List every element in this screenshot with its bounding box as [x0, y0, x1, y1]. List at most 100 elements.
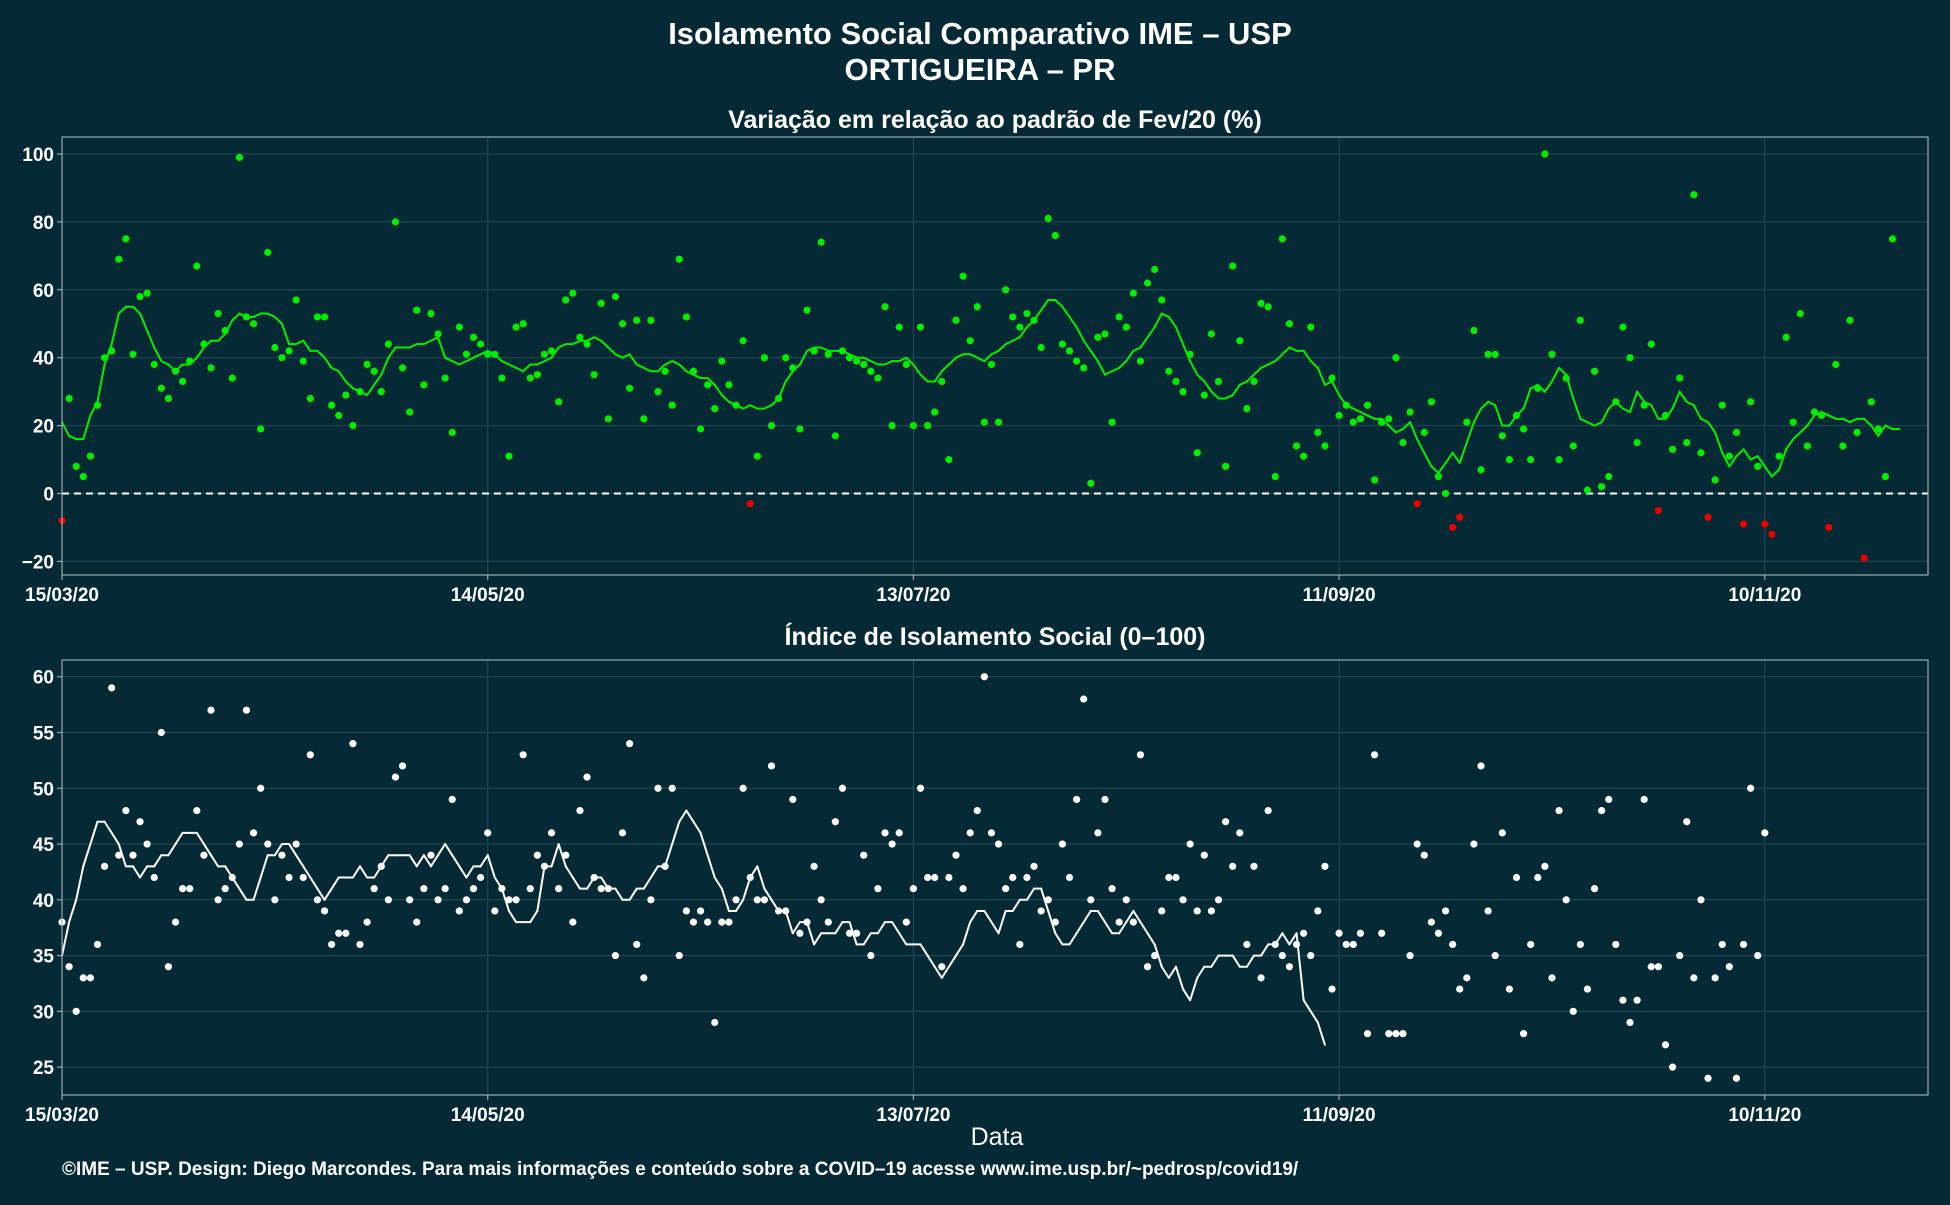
data-point [874, 374, 882, 382]
moving-average-segment [642, 366, 652, 373]
data-point [1853, 428, 1861, 436]
data-point [1598, 806, 1606, 815]
data-point [675, 951, 683, 960]
moving-average-segment [366, 383, 376, 397]
data-point [1434, 929, 1443, 937]
moving-average-segment [997, 909, 1007, 935]
data-point [1094, 333, 1102, 341]
data-point [1583, 985, 1592, 993]
data-point [555, 885, 563, 893]
moving-average-segment [798, 349, 808, 366]
data-point [164, 963, 173, 971]
moving-average-segment [167, 843, 177, 857]
data-point [1328, 985, 1336, 993]
moving-average-segment [557, 343, 567, 349]
data-point [1725, 963, 1733, 971]
data-point [136, 818, 144, 826]
data-point [1030, 862, 1038, 870]
data-point [1080, 364, 1088, 372]
data-point [732, 401, 740, 409]
moving-average-segment [351, 865, 361, 879]
moving-average-segment [1182, 343, 1192, 363]
moving-average-segment [472, 353, 482, 359]
data-point [1420, 851, 1428, 859]
data-point [753, 896, 761, 904]
data-point [1626, 1018, 1634, 1027]
moving-average-segment [628, 353, 638, 366]
data-point [349, 422, 357, 430]
data-point [1314, 428, 1322, 436]
moving-average-segment [571, 876, 581, 890]
data-point [1108, 885, 1116, 893]
data-point [1697, 449, 1705, 457]
moving-average-segment [692, 373, 702, 380]
data-point [1151, 951, 1159, 960]
moving-average-segment [1543, 380, 1553, 393]
data-point [668, 401, 676, 409]
moving-average-segment [664, 360, 674, 366]
moving-average-segment [1437, 461, 1447, 475]
moving-average-segment [1189, 976, 1199, 1002]
data-point [1143, 279, 1152, 287]
data-point [484, 829, 492, 837]
moving-average-segment [1323, 380, 1334, 386]
data-point [1356, 415, 1364, 423]
data-point [867, 951, 875, 960]
data-point [597, 299, 605, 307]
moving-average-segment [1096, 909, 1106, 924]
data-point [796, 425, 804, 433]
moving-average-segment [1260, 363, 1270, 369]
data-point [1080, 695, 1088, 703]
moving-average-segment [954, 943, 965, 957]
data-point [1094, 829, 1102, 837]
data-point [1037, 343, 1045, 352]
data-point [1725, 452, 1733, 460]
moving-average-segment [302, 339, 312, 352]
data-point [1044, 214, 1052, 223]
data-point [562, 296, 570, 304]
y-tick-label: 35 [33, 947, 55, 968]
data-point [164, 394, 173, 403]
data-point [1612, 940, 1620, 949]
moving-average-segment [1387, 424, 1397, 434]
data-point [1612, 398, 1620, 406]
moving-average-segment [926, 954, 936, 968]
data-point [398, 364, 407, 372]
moving-average-segment [1352, 407, 1362, 414]
moving-average-segment [1636, 390, 1646, 403]
moving-average-segment [1401, 421, 1412, 430]
moving-average-segment [415, 854, 425, 868]
data-point [923, 873, 932, 882]
data-point [895, 323, 903, 331]
moving-average-segment [252, 312, 262, 318]
data-point [448, 795, 456, 804]
data-point [1619, 323, 1627, 331]
data-point [1470, 840, 1478, 848]
data-point [72, 1007, 80, 1015]
moving-average-segment [82, 414, 92, 441]
moving-average-segment [990, 921, 1000, 935]
data-point [1548, 350, 1556, 358]
moving-average-segment [1096, 360, 1106, 376]
data-point [1158, 907, 1166, 915]
data-point [1186, 350, 1194, 358]
data-point [661, 862, 669, 870]
data-point [881, 303, 889, 311]
data-point [1427, 398, 1435, 406]
moving-average-segment [571, 339, 581, 346]
moving-average-segment [720, 887, 730, 912]
moving-average-segment [1749, 455, 1759, 461]
data-point [179, 885, 187, 893]
data-point [689, 918, 698, 926]
moving-average-segment [692, 820, 702, 834]
data-point [1534, 384, 1542, 392]
data-point [1072, 795, 1081, 804]
y-tick-label: 60 [33, 668, 54, 689]
moving-average-segment [1082, 909, 1092, 924]
data-point [547, 829, 556, 837]
data-point [682, 907, 690, 915]
data-point [845, 354, 854, 362]
data-point [704, 381, 712, 389]
data-point [370, 885, 378, 893]
data-point [1683, 818, 1691, 826]
